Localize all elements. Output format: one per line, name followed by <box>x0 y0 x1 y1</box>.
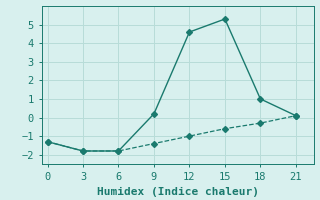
X-axis label: Humidex (Indice chaleur): Humidex (Indice chaleur) <box>97 187 259 197</box>
